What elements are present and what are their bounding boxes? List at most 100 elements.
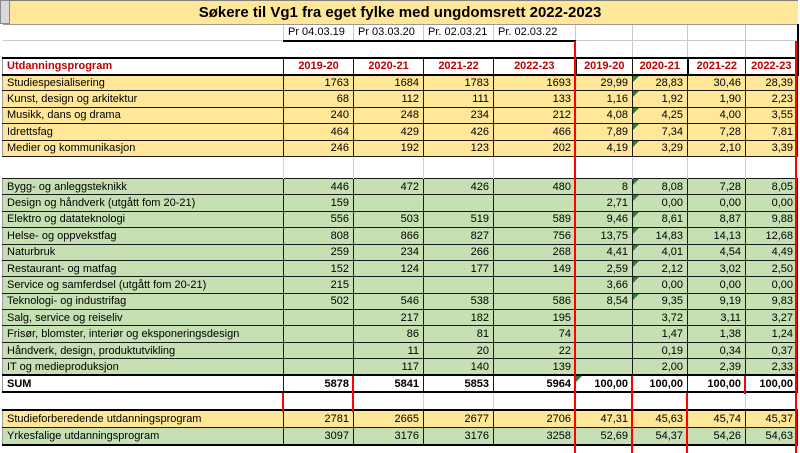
value-cell[interactable] xyxy=(575,325,633,343)
program-cell[interactable]: Service og samferdsel (utgått fom 20-21) xyxy=(2,276,284,294)
value-cell[interactable]: 426 xyxy=(423,123,494,141)
program-cell[interactable]: IT og medieproduksjon xyxy=(2,358,284,376)
value-cell[interactable]: 480 xyxy=(493,177,576,196)
value-cell[interactable]: 446 xyxy=(283,177,354,196)
value-cell[interactable]: 54,63 xyxy=(744,426,799,447)
value-cell[interactable]: 9,83 xyxy=(744,292,799,311)
value-cell[interactable]: 2,50 xyxy=(744,259,799,278)
value-cell[interactable]: 827 xyxy=(423,227,494,245)
value-cell[interactable]: 22 xyxy=(493,341,576,360)
year-pct-column-header[interactable]: 2022-23 xyxy=(744,56,799,76)
value-cell[interactable]: 546 xyxy=(353,292,424,311)
value-cell[interactable]: 4,54 xyxy=(687,243,746,261)
value-cell[interactable] xyxy=(575,156,633,179)
value-cell[interactable]: 1,92 xyxy=(632,90,688,108)
program-cell[interactable]: Kunst, design og arkitektur xyxy=(2,90,284,108)
program-cell[interactable]: Elektro og datateknologi xyxy=(2,210,284,229)
value-cell[interactable] xyxy=(575,309,633,327)
value-cell[interactable]: 9,46 xyxy=(575,210,633,229)
value-cell[interactable]: 13,75 xyxy=(575,227,633,245)
value-cell[interactable] xyxy=(493,194,576,212)
value-cell[interactable] xyxy=(353,156,424,179)
value-cell[interactable]: 2,10 xyxy=(687,139,746,157)
value-cell[interactable]: 192 xyxy=(353,139,424,157)
program-cell[interactable]: Håndverk, design, produktutvikling xyxy=(2,341,284,360)
value-cell[interactable]: 234 xyxy=(353,243,424,261)
value-cell[interactable]: 3,66 xyxy=(575,276,633,294)
value-cell[interactable] xyxy=(283,358,354,376)
value-cell[interactable]: 54,37 xyxy=(632,426,688,447)
program-cell[interactable]: Medier og kommunikasjon xyxy=(2,139,284,157)
program-cell[interactable]: Yrkesfalige utdanningsprogram xyxy=(2,426,284,447)
value-cell[interactable]: 586 xyxy=(493,292,576,311)
value-cell[interactable]: 0,00 xyxy=(632,194,688,212)
value-cell[interactable]: 4,00 xyxy=(687,106,746,125)
value-cell[interactable] xyxy=(687,392,746,411)
value-cell[interactable]: 140 xyxy=(423,358,494,376)
value-cell[interactable]: 2,71 xyxy=(575,194,633,212)
value-cell[interactable]: 0,00 xyxy=(744,194,799,212)
value-cell[interactable]: 124 xyxy=(353,259,424,278)
value-cell[interactable] xyxy=(283,341,354,360)
value-cell[interactable] xyxy=(353,276,424,294)
value-cell[interactable]: 3097 xyxy=(283,426,354,447)
value-cell[interactable]: 29,99 xyxy=(575,73,633,92)
year-column-header[interactable]: 2022-23 xyxy=(493,56,576,76)
program-cell[interactable]: Frisør, blomster, interiør og eksponerin… xyxy=(2,325,284,343)
value-cell[interactable]: 5853 xyxy=(423,374,494,394)
value-cell[interactable]: 4,19 xyxy=(575,139,633,157)
value-cell[interactable] xyxy=(423,194,494,212)
value-cell[interactable]: 266 xyxy=(423,243,494,261)
value-cell[interactable]: 8 xyxy=(575,177,633,196)
empty-cell[interactable] xyxy=(2,24,284,41)
value-cell[interactable]: 3176 xyxy=(353,426,424,447)
value-cell[interactable] xyxy=(353,392,424,411)
value-cell[interactable]: 0,34 xyxy=(687,341,746,360)
value-cell[interactable] xyxy=(575,341,633,360)
empty-cell[interactable] xyxy=(632,24,688,41)
value-cell[interactable]: 246 xyxy=(283,139,354,157)
value-cell[interactable]: 3,55 xyxy=(744,106,799,125)
value-cell[interactable]: 3176 xyxy=(423,426,494,447)
value-cell[interactable]: 68 xyxy=(283,90,354,108)
date-header-cell[interactable]: Pr 04.03.19 xyxy=(283,24,354,42)
program-cell[interactable]: Teknologi- og industrifag xyxy=(2,292,284,311)
value-cell[interactable]: 589 xyxy=(493,210,576,229)
value-cell[interactable]: 4,01 xyxy=(632,243,688,261)
program-cell[interactable]: Naturbruk xyxy=(2,243,284,261)
value-cell[interactable] xyxy=(575,392,633,411)
program-cell[interactable]: Salg, service og reiseliv xyxy=(2,309,284,327)
value-cell[interactable]: 7,28 xyxy=(687,177,746,196)
program-cell[interactable]: Helse- og oppvekstfag xyxy=(2,227,284,245)
value-cell[interactable]: 111 xyxy=(423,90,494,108)
value-cell[interactable]: 2,33 xyxy=(744,358,799,376)
value-cell[interactable]: 12,68 xyxy=(744,227,799,245)
value-cell[interactable]: 3,29 xyxy=(632,139,688,157)
empty-cell[interactable] xyxy=(632,40,688,58)
value-cell[interactable]: 182 xyxy=(423,309,494,327)
value-cell[interactable]: 1684 xyxy=(353,73,424,92)
value-cell[interactable]: 47,31 xyxy=(575,409,633,428)
value-cell[interactable]: 1763 xyxy=(283,73,354,92)
value-cell[interactable] xyxy=(744,156,798,179)
program-cell[interactable]: Studieforberedende utdanningsprogram xyxy=(2,409,284,428)
value-cell[interactable]: 538 xyxy=(423,292,494,311)
value-cell[interactable]: 11 xyxy=(353,341,424,360)
value-cell[interactable]: 4,41 xyxy=(575,243,633,261)
value-cell[interactable]: 0,37 xyxy=(744,341,799,360)
value-cell[interactable]: 0,00 xyxy=(687,194,746,212)
empty-cell[interactable] xyxy=(687,24,746,41)
value-cell[interactable]: 177 xyxy=(423,259,494,278)
program-cell[interactable] xyxy=(2,156,284,179)
program-cell[interactable]: Bygg- og anleggsteknikk xyxy=(2,177,284,196)
value-cell[interactable]: 7,28 xyxy=(687,123,746,141)
value-cell[interactable] xyxy=(493,276,576,294)
value-cell[interactable]: 3258 xyxy=(493,426,576,447)
value-cell[interactable]: 52,69 xyxy=(575,426,633,447)
empty-cell[interactable] xyxy=(687,40,746,58)
value-cell[interactable]: 3,02 xyxy=(687,259,746,278)
value-cell[interactable] xyxy=(687,156,746,179)
empty-cell[interactable] xyxy=(353,40,424,58)
value-cell[interactable]: 152 xyxy=(283,259,354,278)
value-cell[interactable]: 9,35 xyxy=(632,292,688,311)
